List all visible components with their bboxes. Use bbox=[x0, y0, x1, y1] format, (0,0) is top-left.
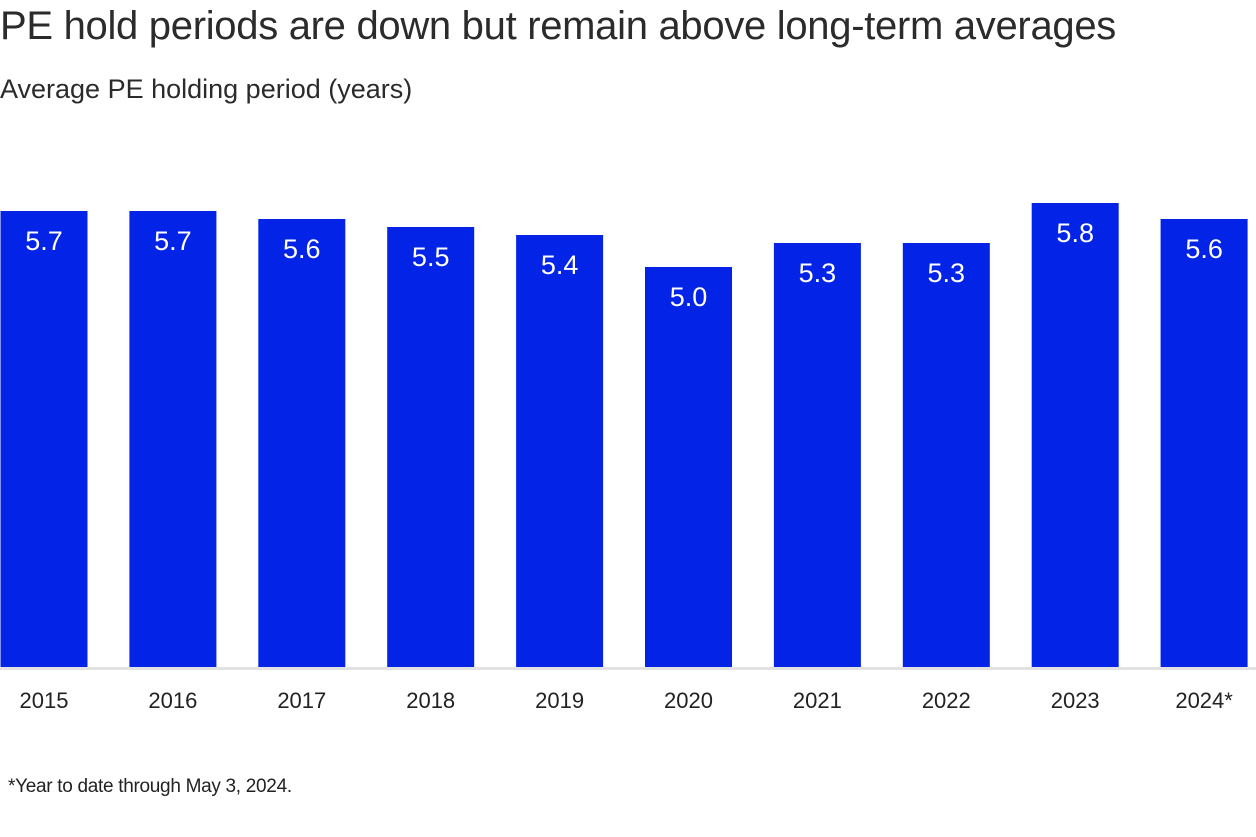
x-tick-label: 2015 bbox=[20, 688, 69, 713]
bar-2022 bbox=[902, 243, 990, 667]
bar-2019 bbox=[516, 235, 604, 667]
bar-2017 bbox=[258, 219, 346, 667]
x-tick-label: 2017 bbox=[277, 688, 326, 713]
x-tick-label: 2022 bbox=[922, 688, 971, 713]
bar-chart: 5.7 5.7 5.6 5.5 5.45.05.3 5.35.85.6 2015 2016 2… bbox=[0, 203, 1256, 713]
bar-value-label: 5.8 bbox=[1056, 218, 1094, 248]
bar-2015 bbox=[0, 211, 88, 667]
bar-value-label: 5.0 bbox=[670, 282, 708, 312]
bar-value-label: 5.7 bbox=[154, 226, 192, 256]
x-tick-label: 2019 bbox=[535, 688, 584, 713]
chart-title: PE hold periods are down but remain abov… bbox=[0, 4, 1116, 48]
bar-value-label: 5.7 bbox=[25, 226, 63, 256]
x-tick-label: 2023 bbox=[1051, 688, 1100, 713]
chart-subtitle: Average PE holding period (years) bbox=[0, 74, 413, 104]
bar-value-label: 5.6 bbox=[1185, 234, 1223, 264]
x-tick-label: 2021 bbox=[793, 688, 842, 713]
bar-2024 bbox=[1160, 219, 1248, 667]
bar-value-label: 5.3 bbox=[799, 258, 837, 288]
x-tick-label: 2018 bbox=[406, 688, 455, 713]
bar-value-label: 5.4 bbox=[541, 250, 579, 280]
bar-2020 bbox=[645, 267, 732, 667]
value-labels-group: 5.7 5.7 5.6 5.5 5.4 5.0 5.3 5.3 5.8 5.6 bbox=[25, 218, 1223, 312]
x-tick-labels-group: 2015 2016 2017 2018 2019 2020 2021 2022 2023 2024… bbox=[20, 688, 1234, 713]
bars-group bbox=[0, 203, 1248, 667]
bar-2021 bbox=[773, 243, 861, 667]
bar-value-label: 5.6 bbox=[283, 234, 321, 264]
bar-2018 bbox=[387, 227, 475, 667]
x-tick-label: 2024* bbox=[1175, 688, 1233, 713]
bar-value-label: 5.5 bbox=[412, 242, 450, 272]
bar-2016 bbox=[129, 211, 217, 667]
bar-value-label: 5.3 bbox=[928, 258, 966, 288]
bar-2023 bbox=[1031, 203, 1119, 667]
x-tick-label: 2020 bbox=[664, 688, 713, 713]
footnote: *Year to date through May 3, 2024. bbox=[8, 776, 292, 797]
x-tick-label: 2016 bbox=[148, 688, 197, 713]
